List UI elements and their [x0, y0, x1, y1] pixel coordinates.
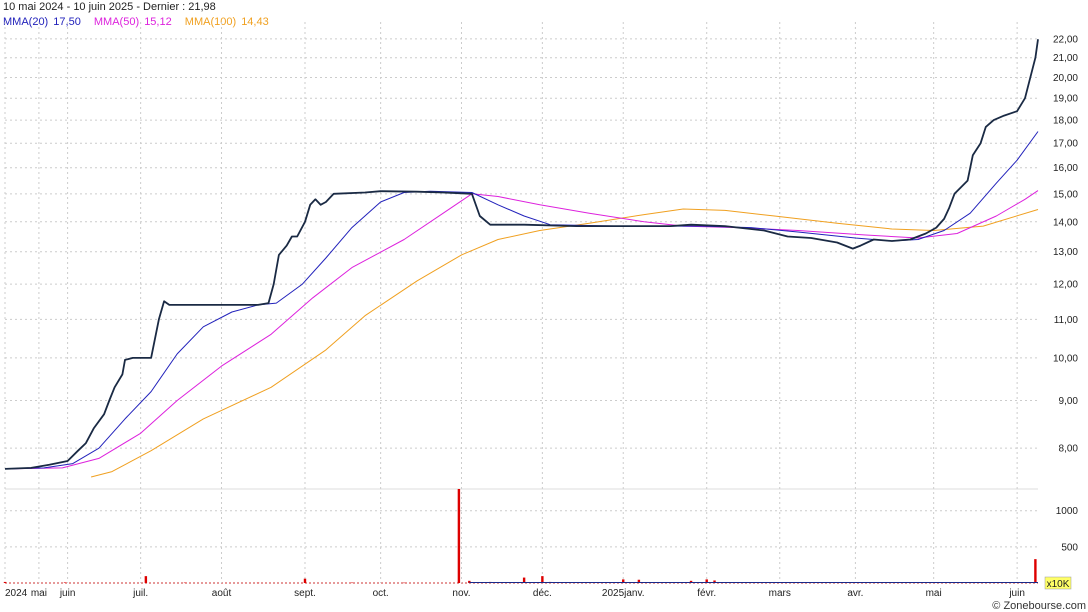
- mma50-line: [4, 190, 1039, 470]
- legend-mma50-value: 15,12: [144, 16, 172, 28]
- volume-unit-label: x10K: [1047, 579, 1070, 590]
- price-tick-label: 20,00: [1053, 73, 1078, 84]
- volume-bar: [637, 579, 641, 583]
- price-tick-label: 10,00: [1053, 353, 1078, 364]
- volume-bar: [468, 580, 471, 583]
- date-tick-label: mars: [769, 588, 791, 599]
- source-label: © Zonebourse.com: [992, 600, 1086, 612]
- volume-tick-label: 500: [1061, 542, 1078, 553]
- date-tick-label: août: [212, 588, 232, 599]
- volume-bar: [522, 577, 526, 583]
- volume-bar: [1034, 559, 1037, 583]
- date-tick-label: févr.: [697, 588, 716, 599]
- volume-bar: [3, 581, 7, 583]
- volume-bar: [713, 580, 716, 583]
- date-tick-label: mai: [31, 588, 47, 599]
- mma100-line: [90, 208, 1039, 478]
- volume-bar: [256, 582, 260, 584]
- date-tick-label: oct.: [373, 588, 389, 599]
- legend-mma100-value: 14,43: [241, 16, 269, 28]
- date-tick-label: juil.: [132, 588, 148, 599]
- price-tick-label: 16,00: [1053, 163, 1078, 174]
- volume-bar: [689, 580, 693, 583]
- volume-bar: [183, 582, 187, 584]
- legend: MMA(20) 17,50 MMA(50) 15,12 MMA(100) 14,…: [3, 16, 279, 28]
- volume-bar: [541, 576, 544, 583]
- price-tick-label: 19,00: [1053, 94, 1078, 105]
- volume-bar: [63, 582, 67, 583]
- volume-bar: [303, 578, 307, 583]
- price-tick-label: 8,00: [1059, 444, 1079, 455]
- date-tick-label: sept.: [294, 588, 316, 599]
- price-tick-label: 12,00: [1053, 280, 1078, 291]
- chart-title: 10 mai 2024 - 10 juin 2025 - Dernier : 2…: [3, 1, 216, 13]
- date-tick-label: avr.: [847, 588, 863, 599]
- price-tick-label: 17,00: [1053, 139, 1078, 150]
- price-tick-label: 13,00: [1053, 247, 1078, 258]
- date-tick-label: juin: [59, 588, 76, 599]
- price-tick-label: 11,00: [1054, 315, 1079, 326]
- volume-bar: [622, 579, 625, 583]
- mma20-line: [4, 131, 1039, 470]
- price-line: [4, 39, 1039, 470]
- price-tick-label: 15,00: [1053, 189, 1078, 200]
- price-tick-label: 21,00: [1053, 53, 1078, 64]
- volume-bar: [705, 579, 708, 583]
- legend-mma20-value: 17,50: [53, 16, 81, 28]
- series-lines: [4, 39, 1039, 478]
- volume-bar: [144, 576, 148, 583]
- axis-ticks: 8,00 9,00 10,00 11,00 12,00 13,00 14,00 15,00 16…: [5, 34, 1078, 599]
- price-tick-label: 9,00: [1059, 396, 1079, 407]
- volume-bar: [402, 582, 406, 584]
- price-tick-label: 18,00: [1053, 116, 1078, 127]
- date-tick-label: nov.: [452, 588, 470, 599]
- date-tick-label: mai: [926, 588, 942, 599]
- volume-tick-label: 1000: [1056, 506, 1079, 517]
- legend-mma50-name: MMA(50): [93, 16, 140, 28]
- date-tick-label: déc.: [533, 588, 552, 599]
- legend-mma100-name: MMA(100): [184, 16, 237, 28]
- volume-bar: [350, 582, 354, 584]
- grid: [4, 22, 1038, 584]
- date-tick-label: 2024: [5, 588, 28, 599]
- price-tick-label: 14,00: [1053, 217, 1078, 228]
- legend-mma20-name: MMA(20): [3, 16, 49, 28]
- date-tick-label: 2025janv.: [602, 588, 645, 599]
- price-tick-label: 22,00: [1053, 34, 1078, 45]
- date-tick-label: juin: [1008, 588, 1025, 599]
- volume-bar: [457, 489, 461, 583]
- volume-unit-box: [1044, 576, 1072, 590]
- volume-bars: [3, 489, 1038, 584]
